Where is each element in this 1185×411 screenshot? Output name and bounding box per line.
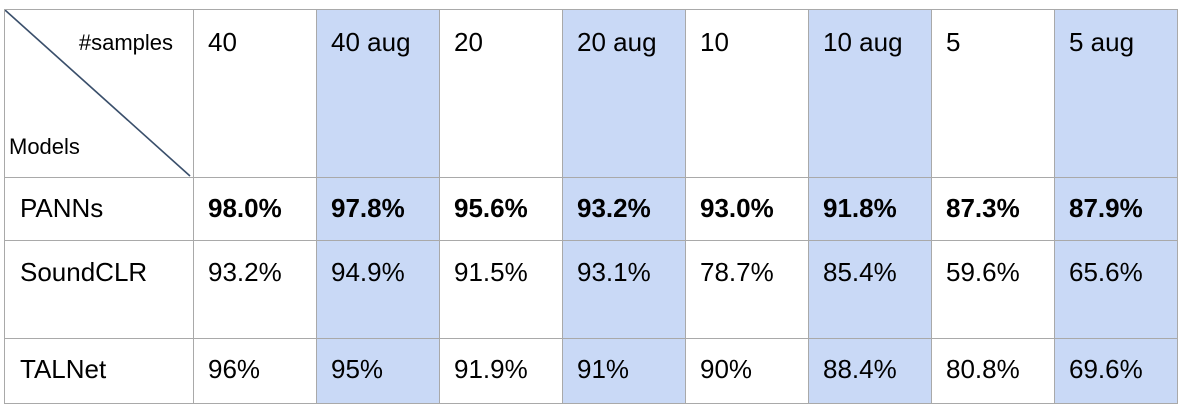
score-cell: 97.8%: [316, 177, 440, 241]
model-name-cell: TALNet: [4, 338, 194, 404]
models-axis-label: Models: [9, 134, 80, 159]
score-cell: 95.6%: [439, 177, 563, 241]
score-cell: 93.2%: [562, 177, 686, 241]
score-cell: 87.9%: [1054, 177, 1178, 241]
column-header: 20 aug: [562, 9, 686, 178]
score-cell: 96%: [193, 338, 317, 404]
column-header: 40: [193, 9, 317, 178]
samples-axis-label: #samples: [78, 30, 173, 55]
corner-header-cell: #samples Models: [4, 9, 194, 178]
score-cell: 98.0%: [193, 177, 317, 241]
score-cell: 91.9%: [439, 338, 563, 404]
column-header: 10 aug: [808, 9, 932, 178]
header-row: #samples Models 40 40 aug 20 20 aug 10 1…: [4, 9, 1178, 178]
score-cell: 90%: [685, 338, 809, 404]
model-name-cell: SoundCLR: [4, 240, 194, 339]
score-cell: 91.8%: [808, 177, 932, 241]
diagonal-divider: [5, 10, 191, 177]
results-table: #samples Models 40 40 aug 20 20 aug 10 1…: [4, 9, 1178, 404]
score-cell: 93.2%: [193, 240, 317, 339]
score-cell: 69.6%: [1054, 338, 1178, 404]
table-row: PANNs 98.0% 97.8% 95.6% 93.2% 93.0% 91.8…: [4, 177, 1178, 241]
score-cell: 87.3%: [931, 177, 1055, 241]
table-row: TALNet 96% 95% 91.9% 91% 90% 88.4% 80.8%…: [4, 338, 1178, 404]
score-cell: 65.6%: [1054, 240, 1178, 339]
model-name-cell: PANNs: [4, 177, 194, 241]
table-row: SoundCLR 93.2% 94.9% 91.5% 93.1% 78.7% 8…: [4, 240, 1178, 339]
score-cell: 93.1%: [562, 240, 686, 339]
column-header: 20: [439, 9, 563, 178]
column-header: 10: [685, 9, 809, 178]
score-cell: 88.4%: [808, 338, 932, 404]
score-cell: 78.7%: [685, 240, 809, 339]
score-cell: 93.0%: [685, 177, 809, 241]
column-header: 5 aug: [1054, 9, 1178, 178]
score-cell: 91%: [562, 338, 686, 404]
score-cell: 94.9%: [316, 240, 440, 339]
score-cell: 91.5%: [439, 240, 563, 339]
column-header: 40 aug: [316, 9, 440, 178]
score-cell: 59.6%: [931, 240, 1055, 339]
score-cell: 85.4%: [808, 240, 932, 339]
column-header: 5: [931, 9, 1055, 178]
score-cell: 80.8%: [931, 338, 1055, 404]
score-cell: 95%: [316, 338, 440, 404]
